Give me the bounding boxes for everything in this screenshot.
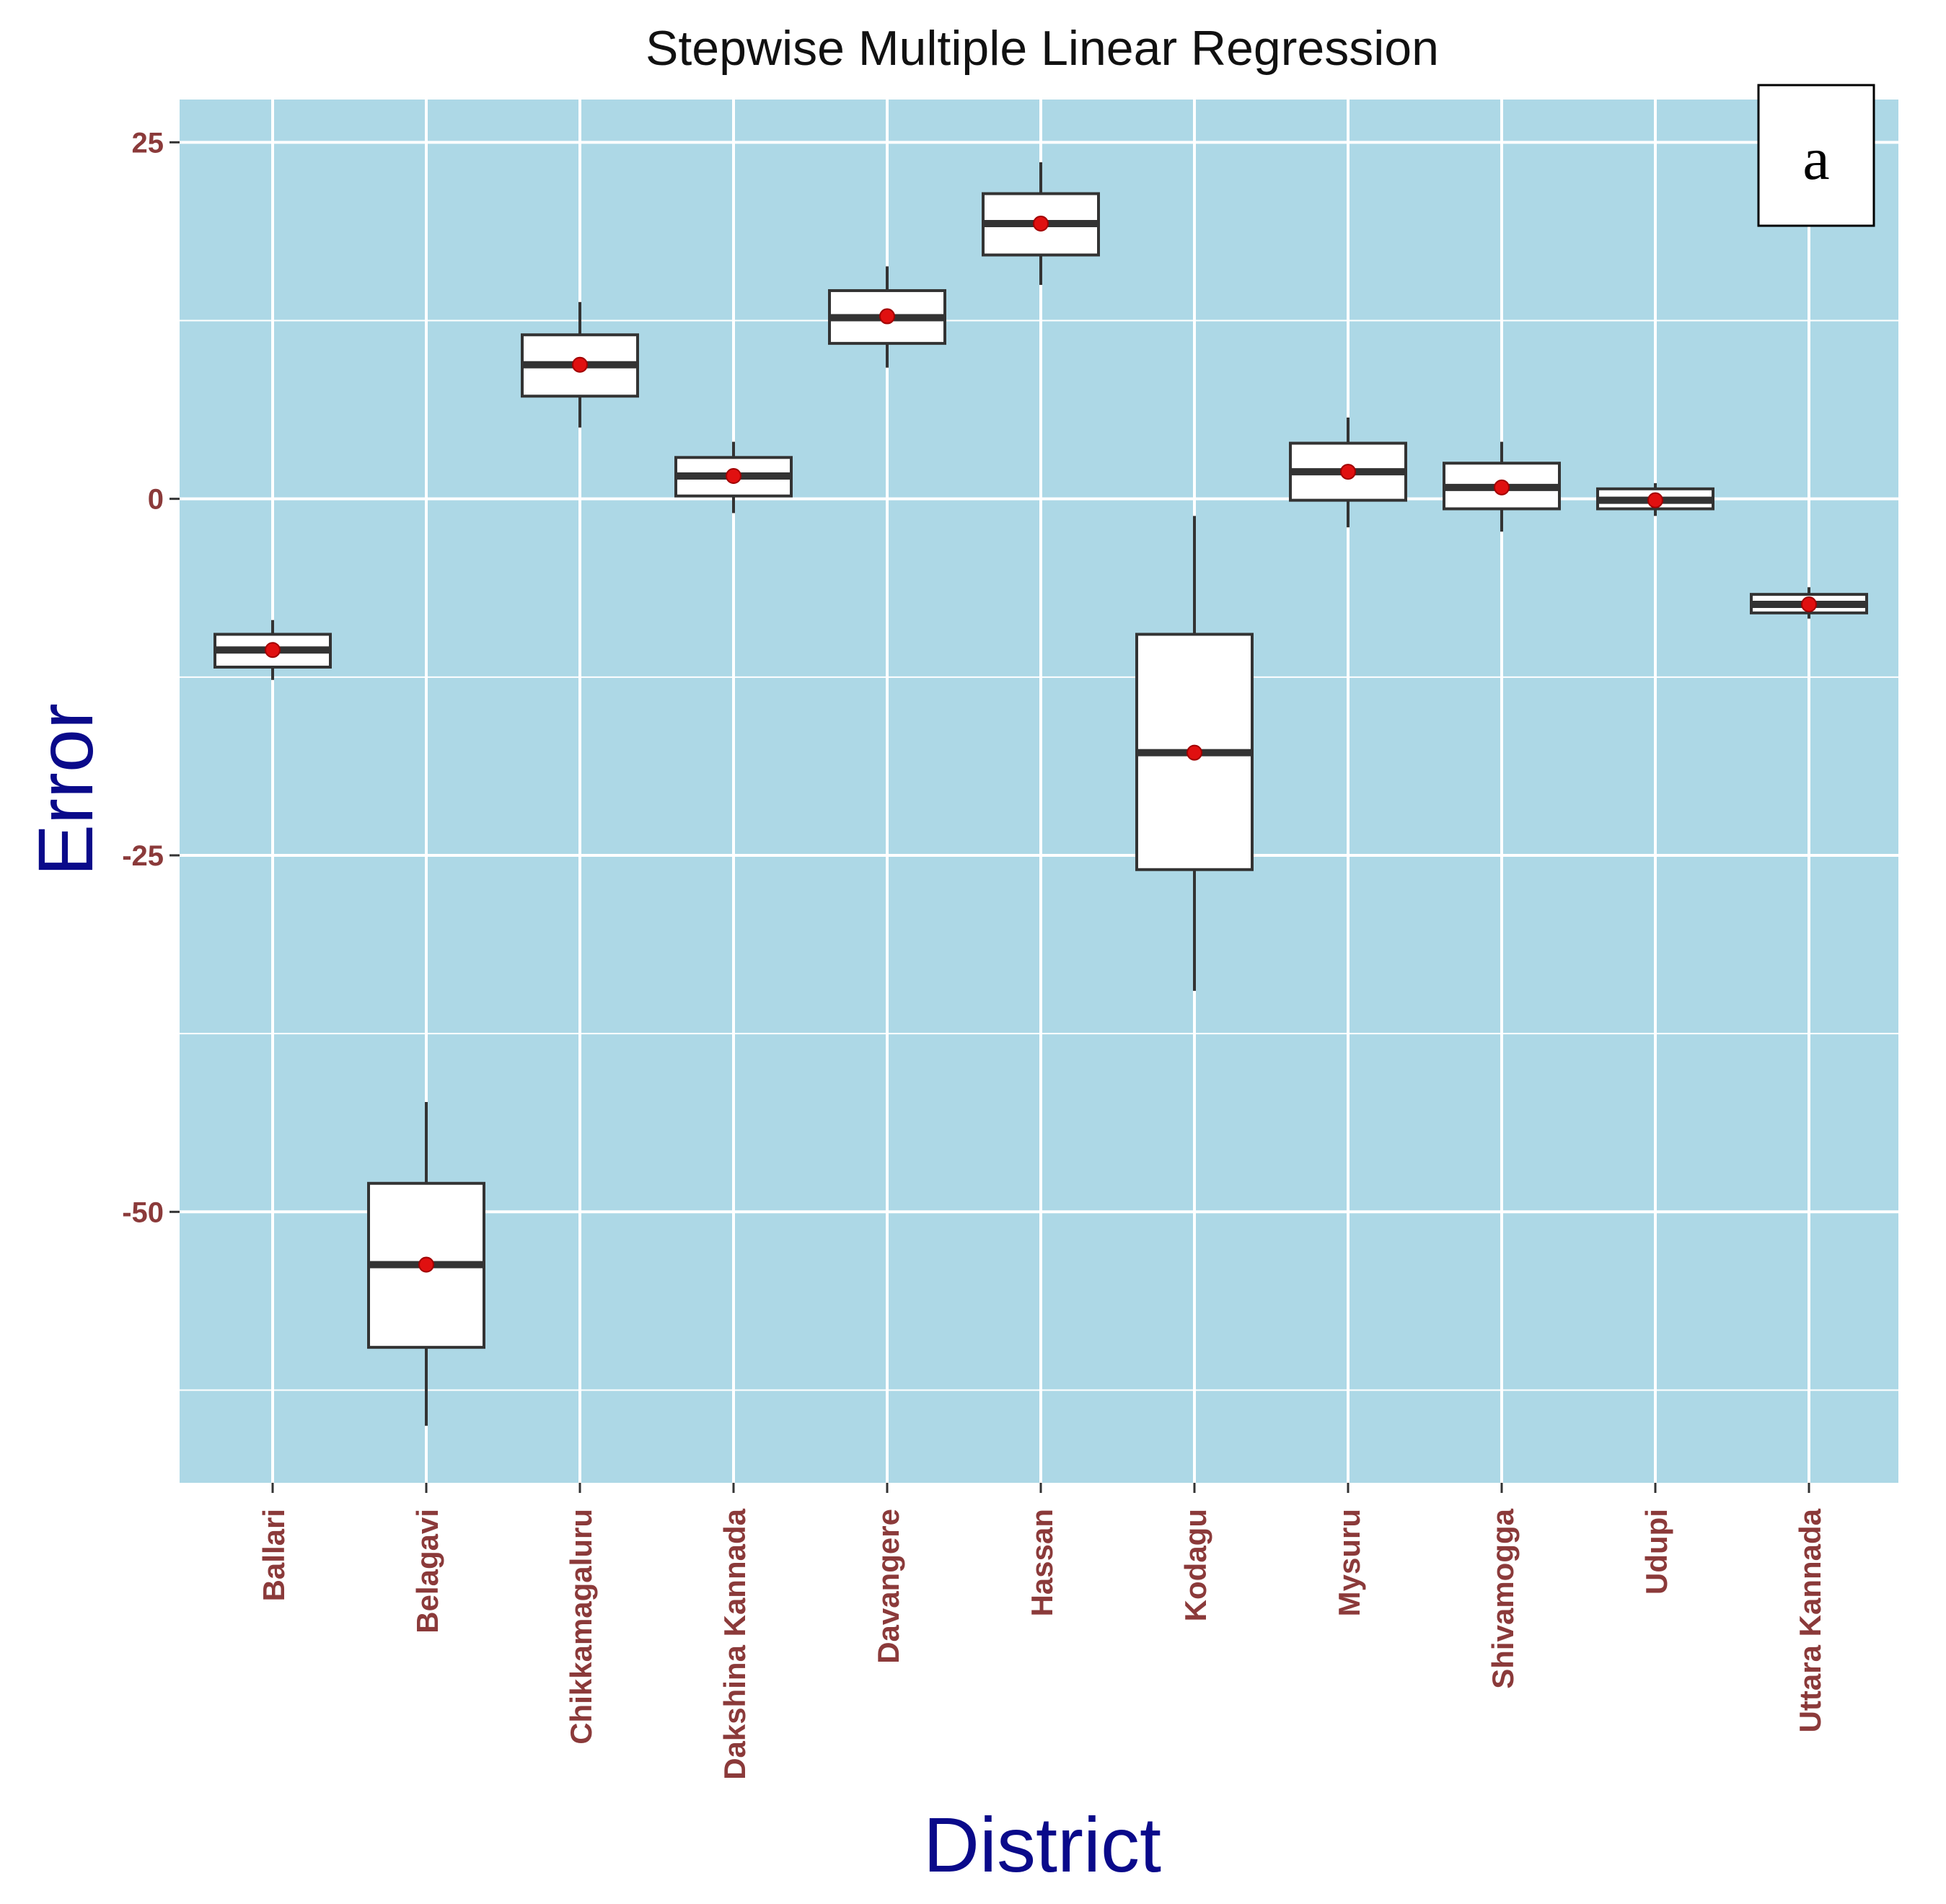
y-tick-label: -50 xyxy=(122,1196,164,1228)
box-davangere xyxy=(828,266,946,368)
mean-point xyxy=(1647,492,1663,508)
mean-point xyxy=(265,642,281,658)
x-tick-label: Kodagu xyxy=(1179,1509,1212,1621)
y-tick-label: 25 xyxy=(132,127,164,159)
chart-title: Stepwise Multiple Linear Regression xyxy=(646,21,1439,76)
x-tick-label: Shivamogga xyxy=(1486,1508,1520,1688)
box-ballari xyxy=(213,620,332,680)
x-tick-label: Dakshina Kannada xyxy=(718,1508,752,1779)
box-hassan xyxy=(982,162,1100,286)
mean-point xyxy=(726,468,741,485)
mean-point xyxy=(1340,464,1356,480)
x-axis-title: District xyxy=(923,1801,1161,1888)
boxes-layer xyxy=(213,162,1868,1426)
box-uttara-kannada xyxy=(1750,587,1868,619)
x-tick-label: Belagavi xyxy=(410,1509,444,1634)
mean-point xyxy=(1801,596,1817,612)
box-chikkamagaluru xyxy=(521,301,639,428)
box-kodagu xyxy=(1135,516,1254,991)
box-udupi xyxy=(1596,482,1714,516)
panel-label: a xyxy=(1757,84,1875,227)
mean-point xyxy=(1186,744,1202,761)
y-tick-labels: 25 0 -25 -50 xyxy=(122,127,164,1228)
y-tick-label: 0 xyxy=(148,484,164,516)
mean-point xyxy=(879,308,895,325)
x-tick-label: Udupi xyxy=(1639,1509,1673,1595)
x-tick-label: Uttara Kannada xyxy=(1793,1508,1827,1732)
box-belagavi xyxy=(367,1102,485,1426)
y-tick-label: -25 xyxy=(122,840,164,872)
panel-label-text: a xyxy=(1802,125,1829,193)
x-tick-label: Davangere xyxy=(871,1509,905,1664)
mean-point xyxy=(418,1256,434,1273)
mean-point xyxy=(1494,479,1510,495)
box-mysuru xyxy=(1289,417,1407,528)
panel-label-box xyxy=(1757,84,1875,227)
y-axis-title: Error xyxy=(22,703,109,876)
x-tick-label: Mysuru xyxy=(1332,1509,1366,1616)
x-tick-labels: Ballari Belagavi Chikkamagaluru Dakshina Ka… xyxy=(257,1508,1827,1779)
mean-point xyxy=(572,356,588,373)
mean-point xyxy=(1033,216,1049,232)
x-tick-label: Hassan xyxy=(1025,1509,1059,1616)
box-shivamogga xyxy=(1443,441,1561,532)
axis-ticks xyxy=(169,141,1810,1493)
x-tick-label: Chikkamagaluru xyxy=(564,1509,598,1745)
box-dakshina-kannada xyxy=(674,441,793,514)
x-tick-label: Ballari xyxy=(257,1509,291,1601)
